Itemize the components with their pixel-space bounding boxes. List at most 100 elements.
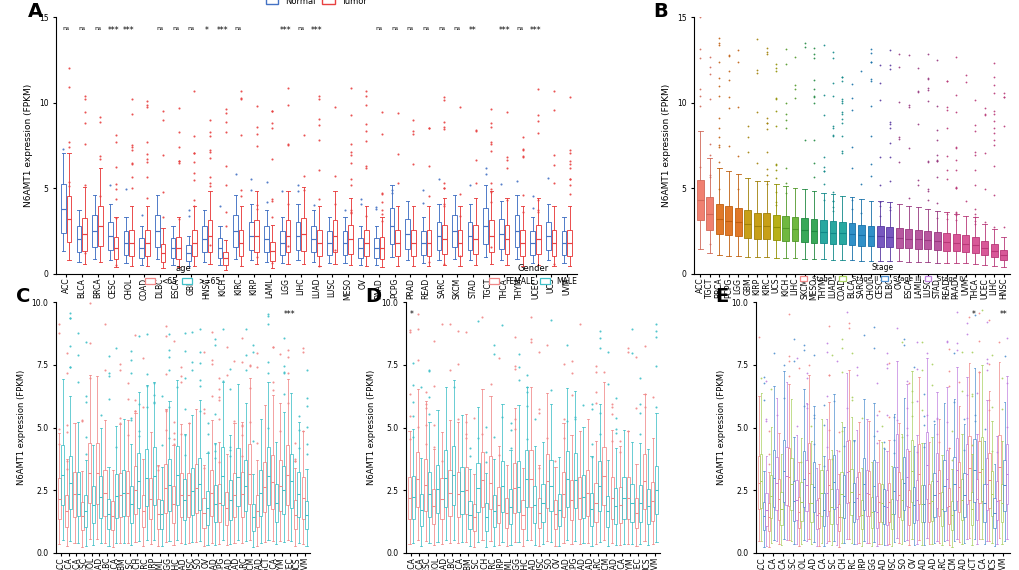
Bar: [900, 479, 902, 520]
Bar: [985, 458, 987, 510]
Bar: [982, 484, 984, 522]
Bar: [597, 461, 600, 511]
Bar: [819, 470, 821, 516]
Bar: [907, 490, 909, 524]
Bar: [545, 222, 550, 250]
Text: ns: ns: [422, 26, 429, 31]
Bar: [195, 463, 198, 513]
Bar: [192, 230, 197, 256]
Bar: [797, 497, 799, 528]
Bar: [960, 479, 962, 520]
Bar: [280, 231, 284, 255]
Bar: [549, 461, 552, 511]
Bar: [488, 220, 493, 252]
Bar: [149, 478, 152, 519]
Bar: [642, 454, 645, 508]
Bar: [198, 458, 201, 510]
Bar: [989, 471, 993, 516]
Bar: [472, 504, 476, 531]
Text: ***: ***: [498, 26, 510, 35]
Bar: [630, 484, 633, 522]
Bar: [515, 215, 519, 247]
Bar: [573, 453, 577, 508]
Bar: [838, 504, 840, 531]
Bar: [270, 242, 274, 260]
Text: ns: ns: [437, 26, 445, 31]
Bar: [852, 483, 855, 522]
Text: ns: ns: [297, 26, 305, 31]
Bar: [715, 204, 721, 234]
Bar: [948, 488, 950, 524]
Text: ns: ns: [234, 26, 242, 31]
Bar: [865, 470, 867, 516]
Bar: [857, 471, 859, 516]
Bar: [622, 477, 625, 519]
Bar: [567, 230, 572, 256]
Bar: [168, 459, 171, 511]
Bar: [238, 230, 244, 256]
Bar: [187, 473, 191, 517]
Bar: [520, 230, 525, 256]
Bar: [915, 480, 917, 520]
Bar: [970, 492, 972, 526]
Bar: [638, 484, 641, 522]
Bar: [145, 230, 150, 256]
Text: ***: ***: [529, 26, 541, 35]
Bar: [145, 449, 148, 506]
Legend: FEMALE, MALE: FEMALE, MALE: [486, 261, 579, 289]
Text: ***: ***: [123, 26, 135, 35]
Bar: [762, 213, 769, 239]
Bar: [183, 479, 186, 520]
Y-axis label: N6AMT1 expression (FPKM): N6AMT1 expression (FPKM): [367, 370, 376, 485]
Bar: [457, 472, 460, 516]
Bar: [129, 486, 132, 523]
Bar: [301, 218, 306, 251]
Text: ns: ns: [453, 26, 461, 31]
Bar: [65, 495, 68, 527]
Bar: [843, 475, 845, 518]
Bar: [545, 454, 548, 508]
Bar: [561, 231, 566, 255]
Bar: [862, 458, 864, 510]
Text: ns: ns: [94, 26, 101, 31]
Bar: [61, 445, 64, 504]
Bar: [236, 449, 239, 506]
Bar: [473, 225, 478, 254]
Bar: [317, 230, 321, 256]
Bar: [943, 233, 950, 251]
Bar: [654, 466, 657, 514]
Bar: [925, 432, 927, 499]
Bar: [980, 241, 987, 255]
Bar: [525, 450, 528, 507]
Bar: [99, 475, 102, 518]
Bar: [848, 223, 855, 245]
Bar: [267, 447, 270, 506]
Bar: [734, 208, 741, 237]
Bar: [405, 219, 410, 249]
Bar: [744, 210, 750, 238]
Bar: [424, 459, 427, 511]
Bar: [206, 491, 209, 525]
Bar: [460, 467, 463, 515]
Bar: [217, 238, 222, 258]
Bar: [810, 219, 816, 243]
Bar: [893, 467, 895, 514]
Bar: [451, 215, 457, 247]
Bar: [157, 499, 160, 528]
Bar: [537, 498, 540, 528]
Bar: [1005, 443, 1007, 504]
Bar: [855, 477, 857, 519]
Text: ns: ns: [156, 26, 164, 31]
Text: B: B: [652, 2, 667, 21]
Bar: [912, 487, 915, 523]
Bar: [922, 485, 924, 522]
Bar: [160, 500, 163, 529]
Bar: [860, 500, 862, 530]
Text: D: D: [365, 287, 381, 306]
Bar: [800, 218, 807, 242]
Bar: [411, 230, 415, 256]
Bar: [496, 487, 499, 523]
Bar: [972, 439, 974, 502]
Bar: [504, 498, 507, 528]
Bar: [252, 504, 255, 531]
